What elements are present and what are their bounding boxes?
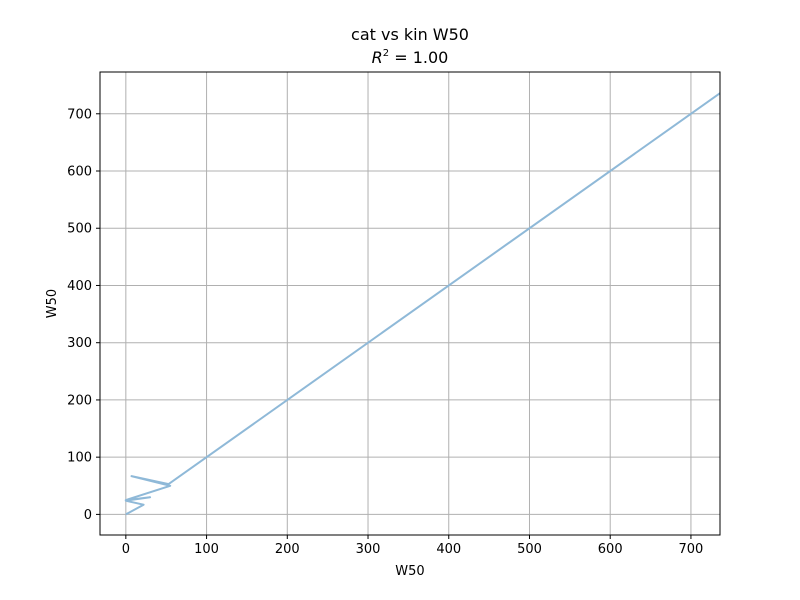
subtitle-value: = 1.00 [389,48,448,67]
x-tick-label: 600 [598,542,623,557]
y-tick-label: 0 [84,508,92,523]
series-layer [124,92,721,516]
series-line [124,92,721,516]
x-axis-label: W50 [395,564,424,579]
y-tick-label: 400 [67,279,92,294]
x-tick-label: 0 [122,542,130,557]
plot-frame [99,71,721,536]
x-tick-label: 200 [275,542,300,557]
y-axis-label: W50 [45,289,60,318]
x-tick-label: 300 [356,542,381,557]
y-tick-label: 700 [67,107,92,122]
chart-title: cat vs kin W50 [351,25,469,44]
chart-subtitle: R2 = 1.00 [372,48,449,67]
x-tick-label: 700 [679,542,704,557]
subtitle-superscript: 2 [383,48,389,59]
x-tick-label: 100 [194,542,219,557]
y-tick-label: 100 [67,451,92,466]
subtitle-r: R [372,48,383,67]
x-axis: 0 100 200 300 400 500 600 700 [122,535,704,557]
y-axis: 0 100 200 300 400 500 600 700 [67,107,100,523]
x-tick-label: 400 [436,542,461,557]
x-tick-label: 500 [517,542,542,557]
y-tick-label: 200 [67,393,92,408]
y-tick-label: 600 [67,165,92,180]
grid [100,72,720,535]
y-tick-label: 300 [67,336,92,351]
y-tick-label: 500 [67,222,92,237]
